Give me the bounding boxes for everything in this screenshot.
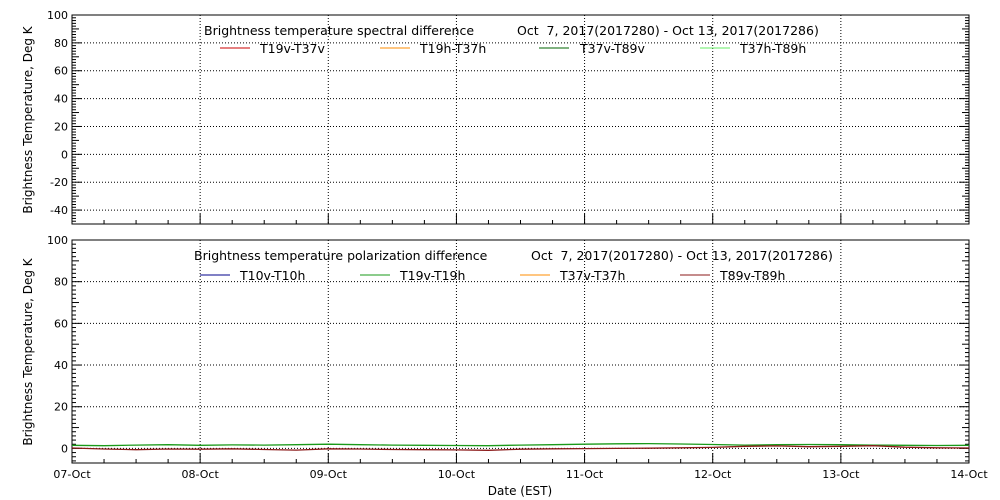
y-tick-label: 100 — [47, 234, 68, 247]
legend-label-t37v-t89v: T37v-T89v — [579, 41, 646, 56]
spectral-y-tick-labels: -40 -20 0 20 40 60 80 100 — [47, 9, 68, 217]
x-tick-label: 10-Oct — [438, 468, 476, 481]
y-tick-label: 80 — [54, 276, 68, 289]
x-tick-label: 13-Oct — [822, 468, 860, 481]
legend-label-t37v-t37h: T37v-T37h — [559, 268, 625, 283]
polarization-grid — [72, 240, 969, 463]
y-tick-label: 60 — [54, 317, 68, 330]
y-tick-label: 80 — [54, 37, 68, 50]
polarization-difference-panel: 0 20 40 60 80 100 Brightness temperature pola… — [21, 234, 988, 498]
polarization-ticks — [71, 239, 970, 463]
legend-label-t37h-t89h: T37h-T89h — [739, 41, 806, 56]
x-tick-label: 11-Oct — [566, 468, 604, 481]
y-tick-label: 40 — [54, 359, 68, 372]
spectral-grid — [72, 15, 969, 224]
y-tick-label: -20 — [50, 176, 68, 189]
legend-label-t89v-t89h: T89v-T89h — [719, 268, 785, 283]
spectral-chart-title: Brightness temperature spectral differen… — [204, 23, 474, 38]
spectral-y-axis-label: Brightness Temperature, Deg K — [21, 25, 35, 213]
y-tick-label: 0 — [61, 148, 68, 161]
legend-label-t19v-t19h: T19v-T19h — [399, 268, 465, 283]
y-tick-label: 20 — [54, 401, 68, 414]
spectral-date-range: Oct 7, 2017(2017280) - Oct 13, 2017(2017… — [517, 23, 819, 38]
series-line-t89v-t89h — [71, 445, 970, 451]
polarization-date-range: Oct 7, 2017(2017280) - Oct 13, 2017(2017… — [531, 248, 833, 263]
polarization-y-axis-label: Brightness Temperature, Deg K — [21, 257, 35, 445]
spectral-ticks — [71, 14, 970, 225]
spectral-legend: T19v-T37v T19h-T37h T37v-T89v T37h-T89h — [220, 41, 806, 56]
y-tick-label: 40 — [54, 93, 68, 106]
x-tick-label: 12-Oct — [694, 468, 732, 481]
x-tick-label: 08-Oct — [181, 468, 219, 481]
spectral-difference-panel: -40 -20 0 20 40 60 80 100 Brightness temperatur… — [21, 9, 970, 225]
legend-label-t19v-t37v: T19v-T37v — [259, 41, 326, 56]
y-tick-label: 60 — [54, 65, 68, 78]
y-tick-label: 0 — [61, 442, 68, 455]
x-tick-labels: 07-Oct 08-Oct 09-Oct 10-Oct 11-Oct 12-Oct 13-O… — [53, 468, 988, 481]
polarization-y-tick-labels: 0 20 40 60 80 100 — [47, 234, 68, 455]
x-tick-label: 09-Oct — [310, 468, 348, 481]
y-tick-label: -40 — [50, 204, 68, 217]
y-tick-label: 20 — [54, 120, 68, 133]
series-line-t19v-t19h — [71, 442, 970, 447]
polarization-legend: T10v-T10h T19v-T19h T37v-T37h T89v-T89h — [200, 268, 785, 283]
x-tick-label: 14-Oct — [950, 468, 988, 481]
legend-label-t19h-t37h: T19h-T37h — [419, 41, 486, 56]
y-tick-label: 100 — [47, 9, 68, 22]
polarization-plot-frame — [71, 239, 970, 464]
spectral-plot-frame — [71, 14, 970, 225]
x-axis-label: Date (EST) — [488, 484, 552, 498]
x-tick-label: 07-Oct — [53, 468, 91, 481]
polarization-series-lines — [71, 442, 970, 451]
legend-label-t10v-t10h: T10v-T10h — [239, 268, 305, 283]
polarization-chart-title: Brightness temperature polarization diff… — [194, 248, 488, 263]
